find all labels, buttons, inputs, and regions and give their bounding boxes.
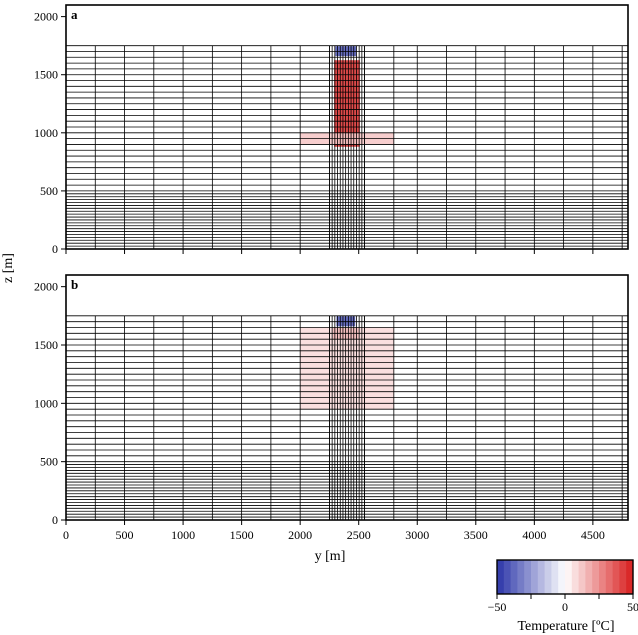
y-tick-label: 1500: [34, 338, 58, 352]
colorbar-cell: [524, 560, 532, 594]
x-tick-label: 4000: [522, 528, 546, 542]
y-tick-label: 1000: [34, 126, 58, 140]
colorbar-cell: [612, 560, 620, 594]
colorbar-cell: [592, 560, 600, 594]
colorbar-cell: [565, 560, 573, 594]
colorbar-tick-label: 50: [627, 600, 638, 614]
colorbar-cell: [619, 560, 627, 594]
colorbar-cell: [537, 560, 546, 594]
colorbar-cell: [510, 560, 518, 594]
colorbar-tick-label: −50: [488, 600, 507, 614]
plot-frame: [65, 4, 629, 250]
x-tick-label: 3000: [405, 528, 429, 542]
panel-label: b: [71, 277, 78, 292]
colorbar-cell: [605, 560, 614, 594]
x-tick-label: 1500: [230, 528, 254, 542]
colorbar-cell: [599, 560, 607, 594]
colorbar-cell: [517, 560, 525, 594]
colorbar-cell: [551, 560, 559, 594]
x-tick-label: 500: [116, 528, 134, 542]
panel-b: 0 500 1000 1500 2000 0 500 1000 1500 2000 2500 3000…: [34, 274, 629, 542]
colorbar-cell: [578, 560, 586, 594]
colorbar-cell: [531, 560, 539, 594]
mesh: [66, 45, 628, 250]
colorbar-cell: [626, 560, 634, 594]
colorbar-tick-label: 0: [562, 600, 568, 614]
colorbar-cell: [503, 560, 512, 594]
y-tick-label: 1000: [34, 396, 58, 410]
colorbar-cell: [544, 560, 552, 594]
y-axis-title: z [m]: [1, 253, 16, 283]
panel-label: a: [71, 7, 78, 22]
colorbar-cell: [585, 560, 593, 594]
x-tick-label: 4500: [581, 528, 605, 542]
x-tick-label: 2500: [347, 528, 371, 542]
y-tick-label: 2000: [34, 280, 58, 294]
colorbar-title: Temperature [ºC]: [517, 619, 614, 634]
colorbar-cell: [497, 560, 505, 594]
y-tick-label: 500: [40, 184, 58, 198]
panel-a: 0 500 1000 1500 2000 a: [34, 4, 629, 256]
colorbar: −50 0 50: [488, 559, 638, 614]
y-tick-label: 500: [40, 455, 58, 469]
colorbar-cell: [558, 560, 566, 594]
x-tick-label: 0: [63, 528, 69, 542]
y-tick-label: 1500: [34, 68, 58, 82]
x-tick-label: 3500: [464, 528, 488, 542]
y-tick-label: 0: [52, 513, 58, 527]
x-tick-label: 1000: [171, 528, 195, 542]
y-tick-label: 2000: [34, 10, 58, 24]
x-axis-title: y [m]: [315, 549, 346, 564]
y-tick-label: 0: [52, 242, 58, 256]
colorbar-cell: [571, 560, 580, 594]
x-tick-label: 2000: [288, 528, 312, 542]
plot-frame: [65, 274, 629, 521]
